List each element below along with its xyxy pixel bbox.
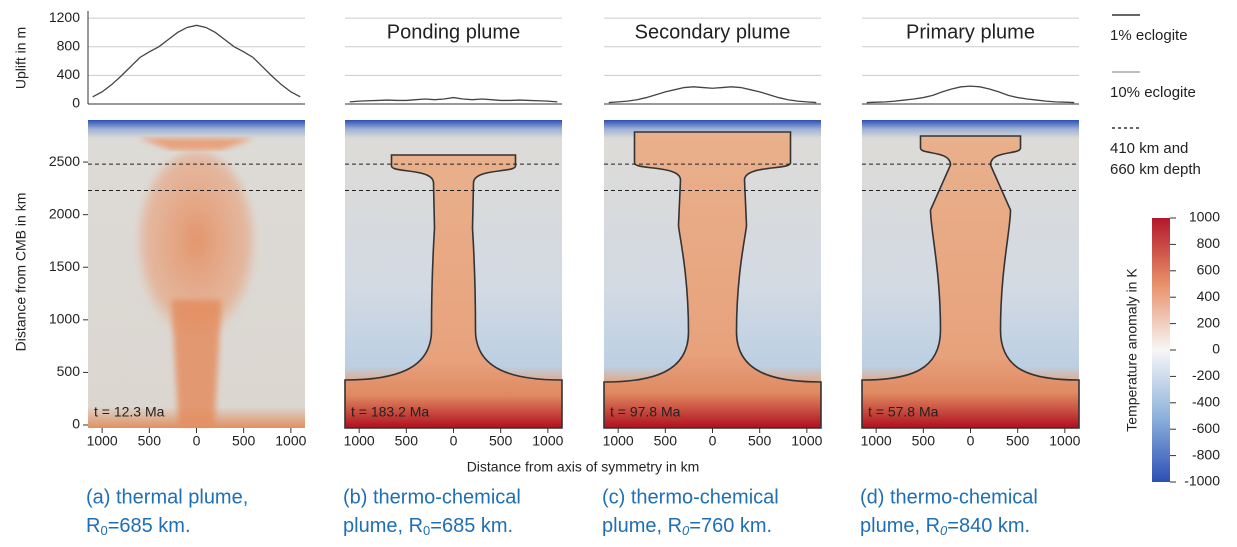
uplift-line: [350, 98, 558, 102]
caption-part: plume, R: [602, 515, 682, 537]
x-tick-label: 500: [748, 433, 772, 449]
x-axis-label: Distance from axis of symmetry in km: [467, 459, 700, 475]
caption-part: plume, R: [860, 515, 940, 537]
legend-label: 410 km and: [1110, 140, 1188, 157]
panel-title: Primary plume: [906, 21, 1035, 43]
caption-line: (a) thermal plume,: [86, 486, 248, 508]
caption-line: plume, R0=760 km.: [602, 515, 772, 538]
colorbar: [1152, 218, 1170, 482]
x-tick-label: 1000: [861, 433, 892, 449]
time-label: t = 183.2 Ma: [351, 404, 429, 420]
colorbar-tick-label: 600: [1197, 262, 1221, 278]
x-tick-label: 500: [395, 433, 419, 449]
y-tick-label: 400: [57, 66, 81, 82]
y-tick-label: 1500: [49, 258, 80, 274]
x-tick-label: 500: [912, 433, 936, 449]
caption-line: (c) thermo-chemical: [602, 486, 779, 508]
y-tick-label: 800: [57, 37, 81, 53]
x-tick-label: 1000: [603, 433, 634, 449]
caption-part: =685 km.: [108, 515, 191, 537]
colorbar-tick-label: 0: [1212, 341, 1220, 357]
uplift-line: [93, 25, 301, 97]
caption-line: (d) thermo-chemical: [860, 486, 1038, 508]
legend-label: 1% eclogite: [1110, 27, 1188, 44]
x-tick-label: 500: [232, 433, 256, 449]
caption-line: R0=685 km.: [86, 515, 191, 538]
plume-stem: [172, 300, 222, 425]
legend-label: 660 km depth: [1110, 161, 1201, 178]
y-tick-label: 2000: [49, 205, 80, 221]
panel-title: Secondary plume: [635, 21, 791, 43]
uplift-line: [867, 86, 1075, 102]
uplift-line: [609, 87, 817, 103]
colorbar-label: Temperature anomaly in K: [1124, 268, 1140, 432]
x-tick-label: 500: [1006, 433, 1030, 449]
time-label: t = 97.8 Ma: [610, 404, 681, 420]
y-tick-label: 0: [72, 416, 80, 432]
time-label: t = 12.3 Ma: [94, 404, 165, 420]
y-tick-label: 1000: [49, 311, 80, 327]
x-tick-label: 1000: [87, 433, 118, 449]
x-tick-label: 1000: [344, 433, 375, 449]
x-tick-label: 1000: [791, 433, 822, 449]
x-tick-label: 500: [654, 433, 678, 449]
x-tick-label: 0: [709, 433, 717, 449]
y-tick-label: 0: [72, 95, 80, 111]
colorbar-tick-label: -200: [1192, 367, 1220, 383]
x-tick-label: 500: [489, 433, 513, 449]
y-tick-label: 1200: [49, 9, 80, 25]
colorbar-tick-label: 400: [1197, 288, 1221, 304]
panel-title: Ponding plume: [387, 21, 520, 43]
colorbar-tick-label: -800: [1192, 446, 1220, 462]
y-tick-label: 2500: [49, 153, 80, 169]
caption-part: =685 km.: [430, 515, 513, 537]
time-label: t = 57.8 Ma: [868, 404, 939, 420]
caption-line: plume, R0=685 km.: [343, 515, 513, 538]
x-tick-label: 500: [138, 433, 162, 449]
x-tick-label: 0: [967, 433, 975, 449]
legend-label: 10% eclogite: [1110, 84, 1196, 101]
x-tick-label: 0: [450, 433, 458, 449]
field-axis-label: Distance from CMB in km: [13, 193, 29, 352]
colorbar-tick-label: 200: [1197, 314, 1221, 330]
uplift-axis-label: Uplift in m: [13, 27, 29, 89]
x-tick-label: 1000: [532, 433, 563, 449]
x-tick-label: 1000: [1049, 433, 1080, 449]
colorbar-tick-label: 1000: [1189, 209, 1220, 225]
colorbar-tick-label: -600: [1192, 420, 1220, 436]
y-tick-label: 500: [57, 363, 81, 379]
caption-line: plume, R0=840 km.: [860, 515, 1030, 538]
colorbar-tick-label: -400: [1192, 394, 1220, 410]
caption-sub: 0: [423, 523, 430, 538]
caption-part: plume, R: [343, 515, 423, 537]
x-tick-label: 0: [193, 433, 201, 449]
caption-part: =760 km.: [689, 515, 772, 537]
figure: Uplift in m Distance from CMB in km Dist…: [0, 0, 1237, 547]
caption-part: =840 km.: [947, 515, 1030, 537]
colorbar-tick-label: -1000: [1184, 473, 1220, 489]
x-tick-label: 1000: [275, 433, 306, 449]
colorbar-tick-label: 800: [1197, 235, 1221, 251]
page: { "uplift_axis": {"label": "Uplift in m"…: [0, 0, 1237, 547]
caption-part: R: [86, 515, 100, 537]
caption-line: (b) thermo-chemical: [343, 486, 521, 508]
caption-sub: 0: [100, 523, 107, 538]
